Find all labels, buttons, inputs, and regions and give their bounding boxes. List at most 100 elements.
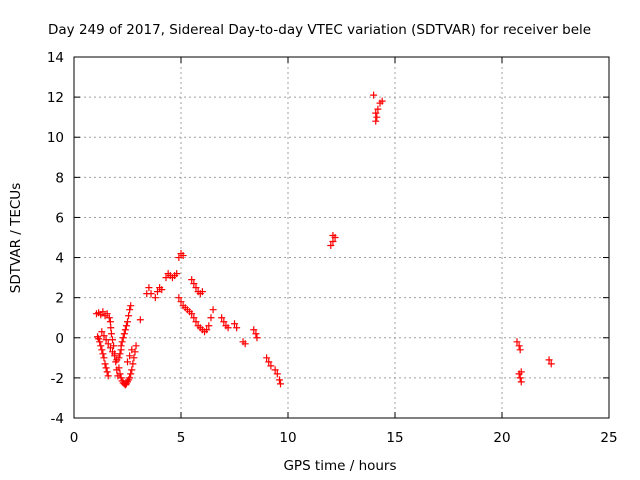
y-tick-label: 8 — [55, 170, 64, 186]
data-point — [105, 314, 113, 322]
data-point — [107, 330, 115, 338]
data-point — [231, 320, 238, 328]
data-point — [127, 370, 135, 378]
data-point — [106, 344, 114, 352]
y-tick-label: 12 — [47, 90, 64, 106]
data-point — [271, 366, 279, 374]
data-point — [153, 288, 161, 296]
data-point — [327, 242, 335, 250]
data-point — [118, 338, 126, 346]
data-point — [515, 342, 523, 350]
data-point — [100, 332, 108, 340]
data-point — [151, 294, 159, 302]
data-point — [109, 348, 117, 356]
data-point — [207, 314, 215, 322]
data-point — [175, 254, 183, 262]
data-point — [96, 338, 104, 346]
data-point — [250, 326, 258, 334]
data-point — [104, 340, 112, 348]
x-tick-label: 20 — [493, 430, 510, 446]
data-point — [99, 350, 107, 358]
data-point — [372, 117, 380, 125]
data-point — [122, 322, 130, 330]
x-tick-label: 5 — [177, 430, 186, 446]
data-series-bele — [92, 91, 555, 389]
data-point — [220, 318, 228, 326]
data-point — [370, 91, 378, 99]
data-point — [517, 378, 525, 386]
data-point — [124, 318, 131, 326]
data-point — [102, 364, 110, 372]
y-tick-label: -2 — [51, 371, 64, 387]
data-point — [95, 335, 103, 343]
data-point — [99, 308, 107, 316]
x-tick-label: 25 — [600, 430, 617, 446]
data-point — [158, 286, 166, 294]
data-point — [329, 231, 337, 239]
data-point — [198, 288, 206, 296]
data-point — [117, 374, 125, 382]
data-point — [102, 336, 110, 344]
data-point — [273, 370, 281, 378]
data-point — [125, 312, 133, 320]
data-point — [545, 356, 553, 364]
y-axis-label: SDTVAR / TECUs — [8, 183, 24, 293]
y-tick-label: 2 — [55, 291, 64, 307]
data-point — [121, 326, 129, 334]
x-axis-label: GPS time / hours — [283, 458, 396, 474]
data-point — [117, 346, 125, 354]
data-point — [277, 380, 285, 388]
y-tick-label: 10 — [47, 130, 64, 146]
data-point — [547, 360, 555, 368]
data-point — [517, 368, 525, 376]
data-point — [173, 270, 181, 278]
data-point — [120, 330, 128, 338]
data-point — [97, 342, 105, 350]
y-axis: -4 -2 0 2 4 6 8 10 12 14 — [47, 50, 609, 427]
data-point — [192, 284, 200, 292]
data-point — [126, 374, 134, 382]
x-axis: 0 5 10 15 20 25 — [70, 57, 618, 446]
data-point — [188, 310, 196, 318]
data-point — [126, 306, 134, 314]
data-point — [162, 274, 170, 282]
data-point — [98, 328, 106, 336]
chart-title: Day 249 of 2017, Sidereal Day-to-day VTE… — [48, 22, 591, 38]
data-point — [103, 310, 111, 318]
data-point — [190, 314, 198, 322]
data-point — [126, 352, 134, 360]
data-point — [116, 350, 124, 358]
data-point — [253, 334, 261, 342]
data-point — [128, 346, 136, 354]
data-point — [104, 372, 112, 380]
plot-frame — [73, 56, 610, 419]
data-point — [263, 354, 271, 362]
data-point — [252, 330, 260, 338]
data-point — [513, 338, 521, 346]
data-point — [224, 324, 232, 332]
y-tick-label: 0 — [55, 331, 64, 347]
y-tick-label: -4 — [51, 411, 64, 427]
data-point — [218, 314, 226, 322]
y-tick-label: 4 — [55, 251, 64, 267]
data-point — [147, 290, 155, 298]
data-point — [111, 352, 119, 360]
data-point — [107, 324, 115, 332]
y-tick-label: 14 — [47, 50, 64, 66]
data-point — [192, 318, 200, 326]
data-point — [175, 294, 183, 302]
data-point — [190, 280, 198, 288]
data-point — [103, 368, 111, 376]
y-tick-label: 6 — [55, 210, 64, 226]
data-point — [267, 362, 275, 370]
data-point — [98, 346, 106, 354]
data-point — [241, 340, 249, 348]
data-point — [205, 322, 213, 330]
data-point — [124, 358, 131, 366]
data-point — [203, 326, 211, 334]
data-point — [127, 302, 135, 310]
data-point — [128, 366, 136, 374]
data-point — [145, 284, 153, 292]
